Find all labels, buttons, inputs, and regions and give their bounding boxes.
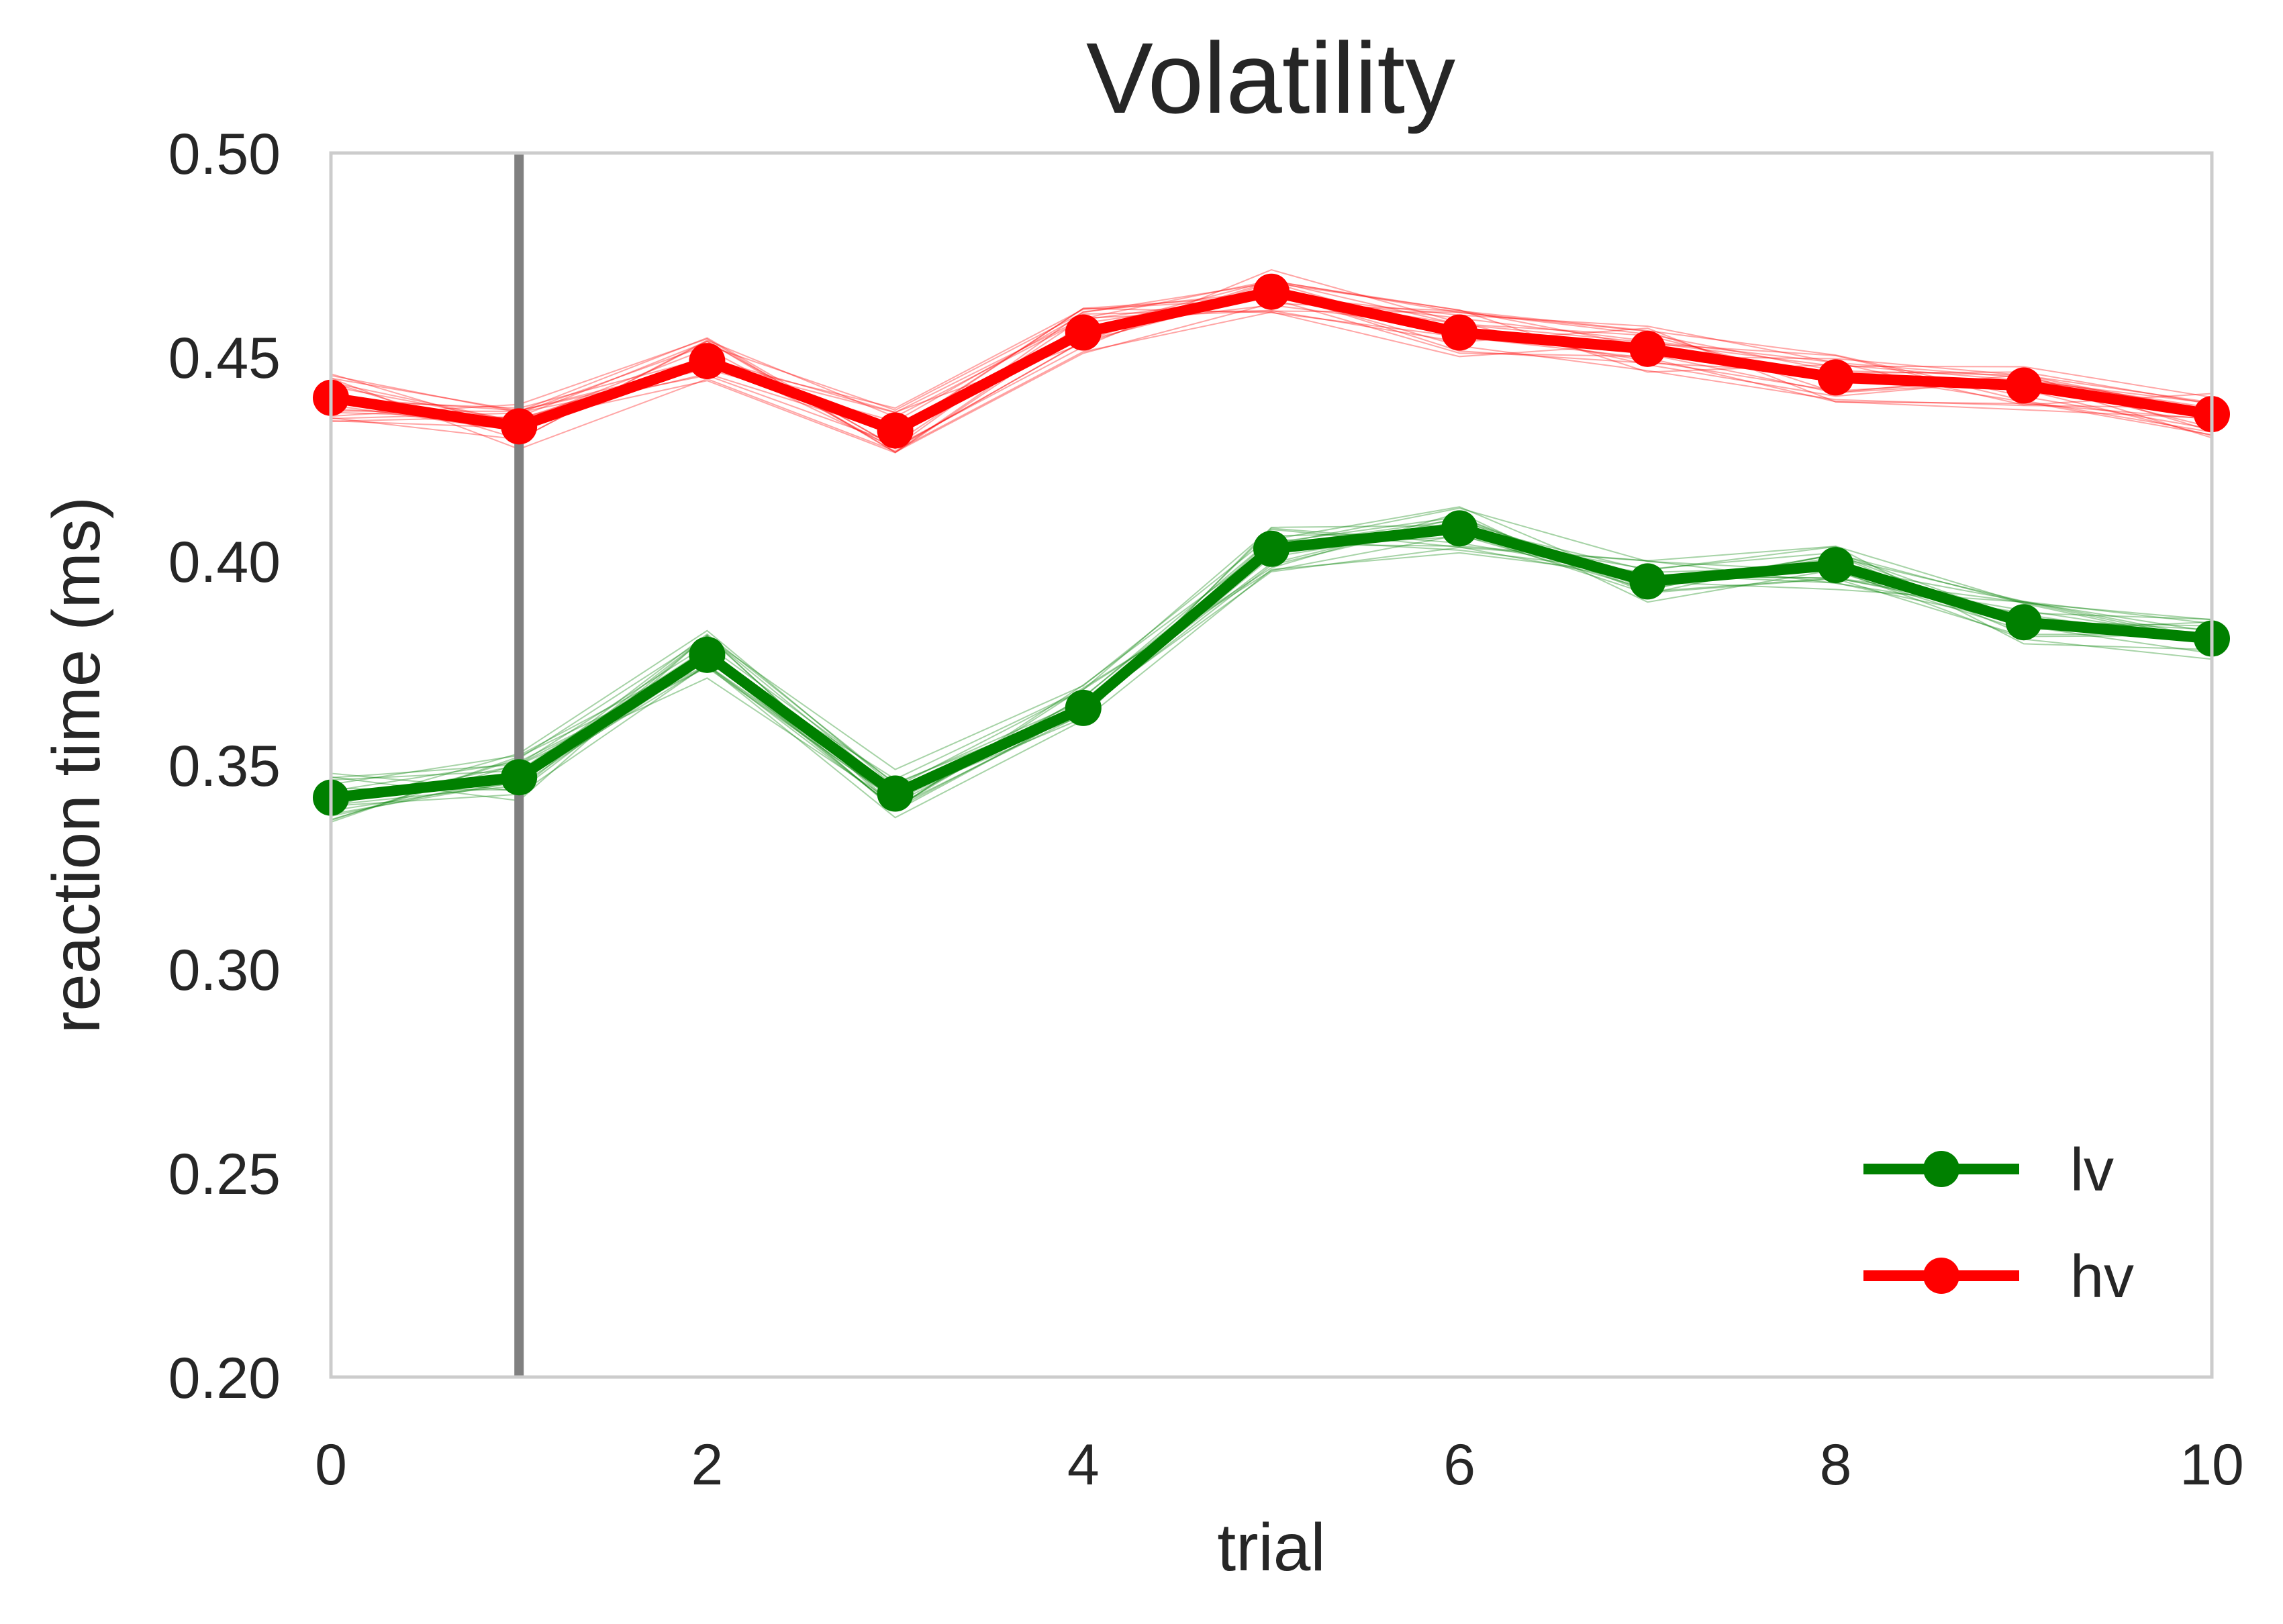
lv-trace (330, 528, 2213, 808)
legend-label-lv: lv (2070, 1137, 2114, 1204)
lv-trace (330, 546, 2213, 821)
data-point-lv (1817, 547, 1854, 584)
data-point-hv (689, 343, 726, 380)
plot-frame (329, 151, 2214, 1379)
series-layer (313, 273, 2230, 816)
x-axis-ticks: 0 2 4 6 8 10 (315, 1433, 2244, 1497)
data-point-hv (1441, 314, 1478, 351)
data-point-lv (501, 759, 538, 796)
legend-label-hv: hv (2070, 1244, 2134, 1311)
chart-title: Volatility (1086, 21, 1455, 134)
series-hv (313, 273, 2230, 449)
x-axis-label: trial (1217, 1510, 1325, 1585)
data-point-hv (1253, 273, 1290, 310)
hv-trace (330, 311, 2213, 452)
x-tick-label: 4 (1067, 1433, 1100, 1497)
x-tick-label: 2 (691, 1433, 723, 1497)
data-point-hv (1629, 330, 1666, 367)
legend-marker-hv (1923, 1258, 1959, 1294)
data-point-hv (2005, 367, 2042, 404)
data-point-hv (877, 412, 914, 449)
y-tick-label: 0.45 (168, 326, 281, 391)
y-axis-label: reaction time (ms) (39, 497, 114, 1033)
data-point-lv (1253, 530, 1290, 567)
data-point-lv (1441, 510, 1478, 547)
legend: lv hv (1863, 1137, 2134, 1311)
data-point-lv (2005, 604, 2042, 641)
x-tick-label: 10 (2180, 1433, 2244, 1497)
x-tick-label: 6 (1443, 1433, 1475, 1497)
data-point-hv (1065, 314, 1102, 351)
legend-entry-hv: hv (1863, 1244, 2134, 1311)
x-tick-label: 8 (1820, 1433, 1852, 1497)
data-point-hv (501, 408, 538, 445)
data-point-lv (1629, 563, 1666, 600)
legend-entry-lv: lv (1863, 1137, 2114, 1204)
data-point-lv (877, 775, 914, 812)
y-axis-ticks: 0.20 0.25 0.30 0.35 0.40 0.45 0.50 (168, 122, 281, 1411)
x-tick-label: 0 (315, 1433, 347, 1497)
data-point-lv (689, 636, 726, 673)
y-tick-label: 0.40 (168, 530, 281, 595)
y-tick-label: 0.35 (168, 734, 281, 799)
lv-trace (330, 527, 2213, 808)
data-point-lv (1065, 689, 1102, 726)
y-tick-label: 0.20 (168, 1346, 281, 1411)
y-tick-label: 0.50 (168, 122, 281, 187)
legend-marker-lv (1923, 1151, 1959, 1187)
data-point-hv (1817, 359, 1854, 396)
y-tick-label: 0.30 (168, 938, 281, 1003)
hv-trace (330, 269, 2213, 448)
y-tick-label: 0.25 (168, 1142, 281, 1207)
